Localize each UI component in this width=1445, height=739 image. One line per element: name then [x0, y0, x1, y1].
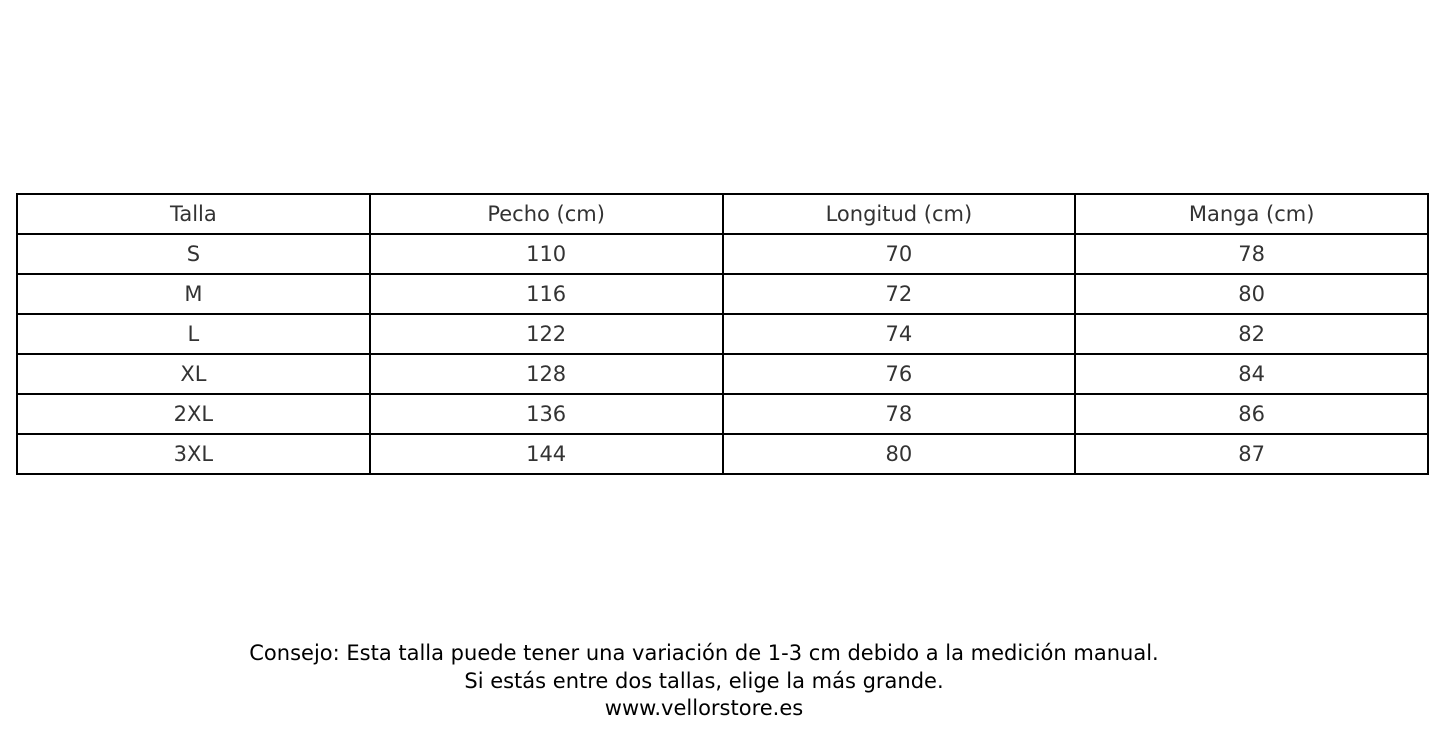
table-cell: 82: [1074, 313, 1429, 355]
table-row: S 110 70 78: [16, 233, 1429, 275]
tip-text: Consejo: Esta talla puede tener una vari…: [249, 641, 1159, 665]
table-cell: M: [16, 273, 371, 315]
table-cell: 87: [1074, 433, 1429, 475]
table-cell: XL: [16, 353, 371, 395]
table-cell: 128: [368, 353, 724, 395]
table-cell: 122: [368, 313, 724, 355]
table-cell: 110: [368, 233, 724, 275]
table-cell: 80: [721, 433, 1077, 475]
table-cell: 70: [721, 233, 1077, 275]
header-pecho: Pecho (cm): [368, 193, 724, 235]
table-cell: 78: [1074, 233, 1429, 275]
table-row: 3XL 144 80 87: [16, 433, 1429, 475]
header-talla: Talla: [16, 193, 371, 235]
header-manga: Manga (cm): [1074, 193, 1429, 235]
header-longitud: Longitud (cm): [721, 193, 1077, 235]
table-row: M 116 72 80: [16, 273, 1429, 315]
table-row: XL 128 76 84: [16, 353, 1429, 395]
table-cell: S: [16, 233, 371, 275]
table-cell: L: [16, 313, 371, 355]
table-cell: 72: [721, 273, 1077, 315]
table-cell: 80: [1074, 273, 1429, 315]
footer-note: Consejo: Esta talla puede tener una vari…: [0, 640, 1408, 723]
table-cell: 76: [721, 353, 1077, 395]
table-cell: 3XL: [16, 433, 371, 475]
table-cell: 144: [368, 433, 724, 475]
table-row: L 122 74 82: [16, 313, 1429, 355]
table-cell: 116: [368, 273, 724, 315]
table-cell: 78: [721, 393, 1077, 435]
table-row: 2XL 136 78 86: [16, 393, 1429, 435]
advice-text: Si estás entre dos tallas, elige la más …: [464, 668, 944, 693]
website-text: www.vellorstore.es: [604, 696, 804, 720]
table-cell: 2XL: [16, 393, 371, 435]
table-cell: 74: [721, 313, 1077, 355]
table-header-row: Talla Pecho (cm) Longitud (cm) Manga (cm…: [16, 193, 1429, 235]
table-cell: 86: [1074, 393, 1429, 435]
size-chart-table: Talla Pecho (cm) Longitud (cm) Manga (cm…: [16, 193, 1429, 475]
table-cell: 84: [1074, 353, 1429, 395]
table-cell: 136: [368, 393, 724, 435]
